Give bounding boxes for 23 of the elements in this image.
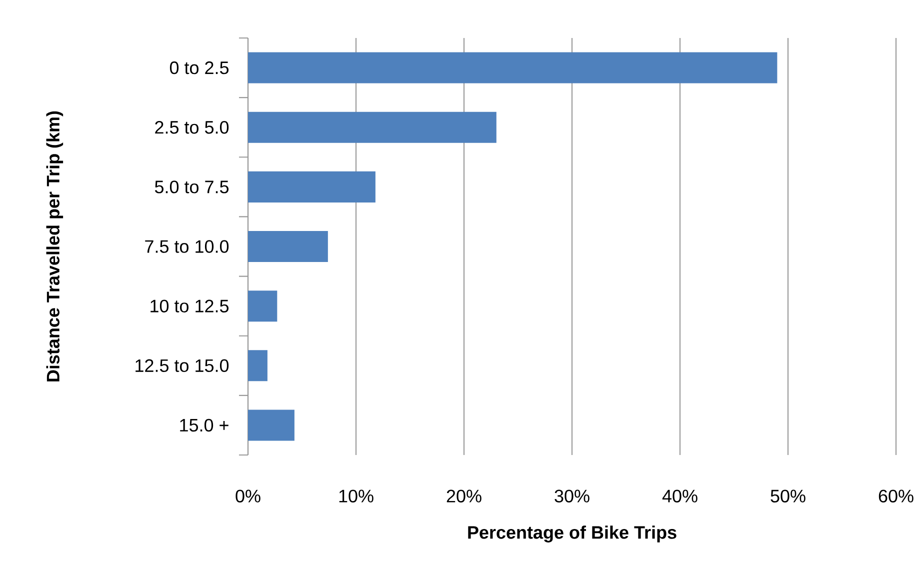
x-axis-title: Percentage of Bike Trips: [468, 526, 676, 542]
bar: [248, 410, 294, 441]
y-tick-label: 2.5 to 5.0: [155, 120, 229, 134]
bar: [248, 112, 496, 143]
x-tick-label: 30%: [554, 490, 590, 502]
x-tick-label: 0%: [236, 490, 260, 502]
bar: [248, 171, 376, 202]
y-tick-label: 15.0 +: [180, 418, 228, 432]
x-tick-label: 60%: [878, 490, 914, 502]
y-tick-label: 5.0 to 7.5: [154, 180, 229, 194]
y-tick-label: 0 to 2.5: [170, 61, 229, 74]
x-tick-label: 40%: [662, 490, 698, 502]
y-tick-label: 10 to 12.5: [150, 300, 229, 312]
bar: [248, 290, 278, 322]
bar: [248, 231, 328, 262]
x-tick-label: 20%: [446, 490, 482, 502]
bar: [248, 52, 778, 84]
bar: [248, 350, 268, 382]
x-tick-label: 10%: [339, 490, 374, 502]
y-axis-title: Distance Travelled per Trip (km): [46, 111, 64, 382]
x-tick-label: 50%: [770, 490, 806, 502]
y-tick-label: 7.5 to 10.0: [145, 240, 229, 253]
y-tick-label: 12.5 to 15.0: [136, 359, 229, 372]
